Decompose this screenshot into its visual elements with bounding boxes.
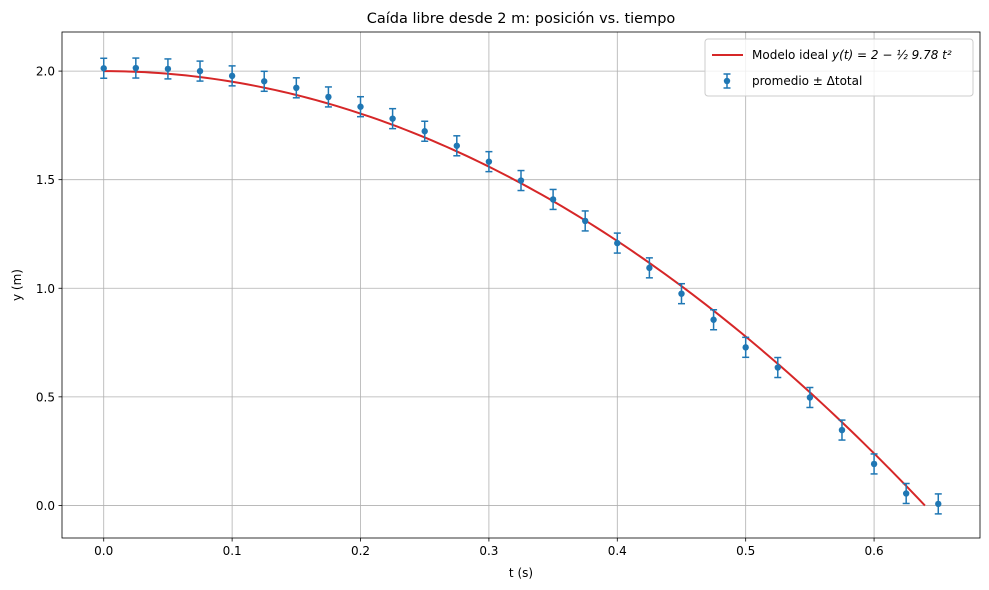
ticks: 0.0 0.1 0.2 0.3 0.4 0.5 0.6 0.0 0.5 1.0 1.5 2.0 — [36, 65, 884, 558]
grid — [62, 32, 980, 538]
data-point — [228, 65, 236, 87]
data-marker — [357, 103, 364, 110]
data-marker — [646, 264, 653, 272]
data-point — [485, 150, 493, 173]
data-marker — [935, 500, 942, 508]
x-tick-label: 0.2 — [351, 544, 370, 558]
data-marker — [196, 67, 204, 75]
data-point — [806, 386, 814, 409]
data-marker — [806, 394, 814, 401]
legend-box — [704, 38, 974, 97]
data-marker — [389, 115, 396, 122]
data-point — [164, 58, 172, 80]
y-tick-label: 1.5 — [36, 173, 55, 187]
data-point — [677, 282, 685, 305]
data-point — [581, 210, 589, 232]
chart-title: Caída libre desde 2 m: posición vs. tiem… — [367, 11, 676, 27]
legend-label-model: Modelo ideal y(t) = 2 − ½ 9.78 t² — [752, 48, 952, 62]
data-marker — [614, 239, 621, 247]
x-tick-label: 0.6 — [865, 544, 884, 558]
x-tick-label: 0.3 — [479, 544, 498, 558]
data-point — [742, 336, 750, 359]
x-tick-label: 0.5 — [736, 544, 755, 558]
model-line — [103, 70, 926, 507]
y-axis-label: y (m) — [10, 269, 24, 301]
model-line-layer — [103, 70, 926, 507]
data-point — [710, 309, 718, 331]
data-marker — [902, 490, 910, 497]
data-point — [132, 57, 140, 79]
data-marker — [421, 128, 428, 135]
legend-marker — [723, 77, 731, 85]
data-point — [324, 86, 332, 108]
data-point — [870, 453, 878, 475]
y-tick-label: 2.0 — [36, 65, 55, 79]
data-point — [453, 135, 461, 157]
y-tick-label: 1.0 — [36, 282, 55, 296]
data-marker — [293, 84, 300, 92]
data-marker — [164, 65, 172, 73]
data-marker — [100, 65, 107, 72]
data-marker — [710, 316, 717, 323]
data-marker — [228, 72, 236, 80]
legend: Modelo ideal y(t) = 2 − ½ 9.78 t² promed… — [704, 38, 974, 97]
data-marker — [261, 78, 268, 85]
plot-frame — [61, 31, 981, 539]
data-point — [196, 60, 204, 82]
data-point — [934, 493, 942, 515]
y-tick-label: 0.0 — [36, 499, 55, 513]
data-marker — [581, 217, 589, 225]
data-point — [421, 120, 429, 142]
data-marker — [742, 344, 749, 351]
x-axis-label: t (s) — [509, 566, 533, 580]
data-point — [100, 57, 108, 80]
data-marker — [678, 290, 685, 297]
x-tick-label: 0.1 — [223, 544, 242, 558]
data-point — [838, 419, 846, 441]
data-point — [292, 77, 300, 99]
data-marker — [838, 426, 846, 434]
legend-swatch-data — [723, 73, 731, 89]
data-point — [357, 95, 365, 118]
data-marker — [132, 64, 140, 72]
data-marker — [325, 93, 332, 101]
data-point — [260, 70, 268, 93]
data-point — [517, 169, 525, 192]
data-marker — [549, 196, 557, 203]
data-marker — [485, 158, 493, 165]
data-point — [902, 482, 910, 505]
legend-label-model-prefix: Modelo ideal — [752, 48, 832, 62]
x-tick-label: 0.0 — [94, 544, 113, 558]
data-point — [613, 232, 621, 254]
legend-label-data: promedio ± Δtotal — [752, 74, 862, 88]
data-marker — [517, 177, 525, 184]
legend-label-model-formula: y(t) = 2 − ½ 9.78 t² — [831, 48, 952, 62]
y-tick-label: 0.5 — [36, 390, 55, 404]
data-marker — [870, 460, 878, 468]
data-point — [389, 107, 397, 130]
data-point — [774, 356, 782, 379]
data-point — [549, 188, 557, 211]
data-points-layer — [100, 57, 942, 515]
data-point — [645, 257, 653, 279]
x-tick-label: 0.4 — [608, 544, 627, 558]
data-marker — [453, 142, 461, 149]
data-marker — [774, 364, 781, 371]
